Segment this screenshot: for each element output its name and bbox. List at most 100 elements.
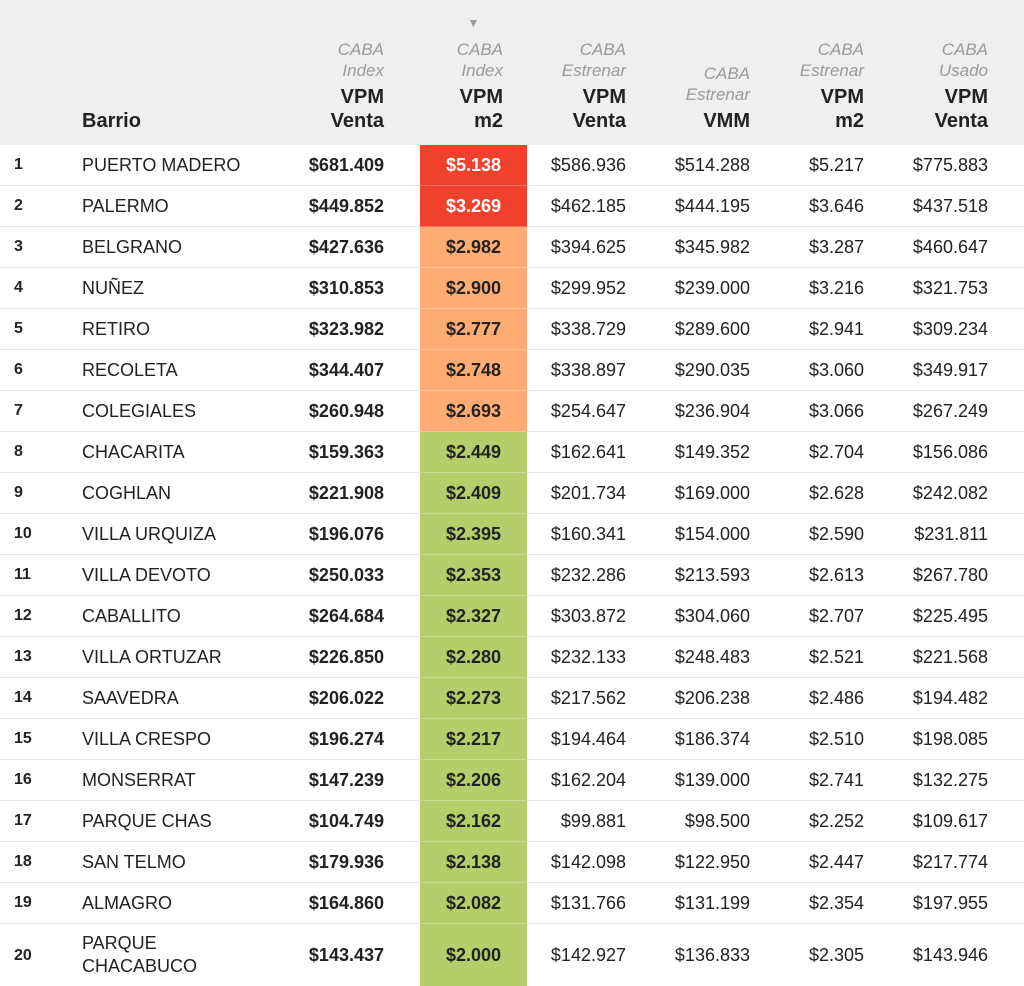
estrenar-vmm-cell: $289.600	[662, 309, 786, 350]
index-vpm-venta-cell: $164.860	[256, 883, 420, 924]
header-barrio[interactable]: Barrio	[70, 0, 256, 145]
header-sub-line1: CABA	[527, 39, 626, 60]
header-estrenar-vpm-m2[interactable]: CABA Estrenar VPM m2	[786, 0, 900, 145]
index-vpm-m2-cell: $2.273	[420, 678, 527, 719]
estrenar-vmm-cell: $345.982	[662, 227, 786, 268]
index-vpm-venta-cell: $427.636	[256, 227, 420, 268]
barrio-cell: ALMAGRO	[70, 883, 256, 924]
header-main-line2: Venta	[900, 109, 988, 133]
header-rank	[0, 0, 70, 145]
index-vpm-m2-cell: $2.206	[420, 760, 527, 801]
index-vpm-m2-cell: $2.162	[420, 801, 527, 842]
estrenar-vmm-cell: $239.000	[662, 268, 786, 309]
header-estrenar-vmm[interactable]: CABA Estrenar VMM	[662, 0, 786, 145]
rank-cell: 5	[0, 309, 70, 350]
barrio-cell: COGHLAN	[70, 473, 256, 514]
header-index-vpm-venta[interactable]: CABA Index VPM Venta	[256, 0, 420, 145]
table-header: Barrio CABA Index VPM Venta ▼ CABA Index…	[0, 0, 1024, 145]
header-main-line1: VPM	[256, 85, 384, 109]
index-vpm-venta-cell: $250.033	[256, 555, 420, 596]
estrenar-vpm-venta-cell: $254.647	[527, 391, 662, 432]
header-index-vpm-m2[interactable]: ▼ CABA Index VPM m2	[420, 0, 527, 145]
index-vpm-m2-cell: $2.280	[420, 637, 527, 678]
header-usado-vpm-venta[interactable]: CABA Usado VPM Venta	[900, 0, 1024, 145]
estrenar-vpm-m2-cell: $3.287	[786, 227, 900, 268]
estrenar-vmm-cell: $122.950	[662, 842, 786, 883]
usado-vpm-venta-cell: $132.275	[900, 760, 1024, 801]
header-main-line1: VPM	[527, 85, 626, 109]
estrenar-vpm-venta-cell: $299.952	[527, 268, 662, 309]
estrenar-vmm-cell: $186.374	[662, 719, 786, 760]
estrenar-vpm-venta-cell: $303.872	[527, 596, 662, 637]
rank-cell: 18	[0, 842, 70, 883]
header-main-line1: VPM	[900, 85, 988, 109]
estrenar-vmm-cell: $514.288	[662, 145, 786, 186]
index-vpm-m2-cell: $2.900	[420, 268, 527, 309]
index-vpm-venta-cell: $264.684	[256, 596, 420, 637]
estrenar-vpm-m2-cell: $2.521	[786, 637, 900, 678]
index-vpm-venta-cell: $449.852	[256, 186, 420, 227]
barrio-cell: SAN TELMO	[70, 842, 256, 883]
estrenar-vpm-m2-cell: $2.704	[786, 432, 900, 473]
estrenar-vpm-m2-cell: $2.447	[786, 842, 900, 883]
estrenar-vmm-cell: $290.035	[662, 350, 786, 391]
index-vpm-venta-cell: $147.239	[256, 760, 420, 801]
barrio-cell: RECOLETA	[70, 350, 256, 391]
rank-cell: 1	[0, 145, 70, 186]
estrenar-vpm-venta-cell: $394.625	[527, 227, 662, 268]
rank-cell: 6	[0, 350, 70, 391]
rank-cell: 10	[0, 514, 70, 555]
estrenar-vpm-venta-cell: $162.641	[527, 432, 662, 473]
rank-cell: 20	[0, 924, 70, 986]
index-vpm-venta-cell: $206.022	[256, 678, 420, 719]
usado-vpm-venta-cell: $198.085	[900, 719, 1024, 760]
index-vpm-m2-cell: $2.138	[420, 842, 527, 883]
header-estrenar-vpm-venta[interactable]: CABA Estrenar VPM Venta	[527, 0, 662, 145]
barrio-cell: PARQUE CHACABUCO	[70, 924, 256, 986]
estrenar-vpm-venta-cell: $338.897	[527, 350, 662, 391]
header-main-line2: Venta	[527, 109, 626, 133]
barrio-cell: PUERTO MADERO	[70, 145, 256, 186]
estrenar-vpm-venta-cell: $142.098	[527, 842, 662, 883]
estrenar-vpm-m2-cell: $5.217	[786, 145, 900, 186]
usado-vpm-venta-cell: $242.082	[900, 473, 1024, 514]
estrenar-vmm-cell: $206.238	[662, 678, 786, 719]
estrenar-vmm-cell: $444.195	[662, 186, 786, 227]
header-sub-line1: CABA	[256, 39, 384, 60]
header-sub-line2: Estrenar	[786, 60, 864, 81]
usado-vpm-venta-cell: $309.234	[900, 309, 1024, 350]
index-vpm-m2-cell: $2.000	[420, 924, 527, 986]
header-main-line1: VPM	[420, 85, 503, 109]
rank-cell: 16	[0, 760, 70, 801]
sort-down-arrow-icon: ▼	[420, 16, 527, 30]
usado-vpm-venta-cell: $267.780	[900, 555, 1024, 596]
estrenar-vmm-cell: $248.483	[662, 637, 786, 678]
barrio-cell: CABALLITO	[70, 596, 256, 637]
barrio-cell: BELGRANO	[70, 227, 256, 268]
rank-cell: 8	[0, 432, 70, 473]
usado-vpm-venta-cell: $437.518	[900, 186, 1024, 227]
index-vpm-m2-cell: $2.449	[420, 432, 527, 473]
estrenar-vmm-cell: $98.500	[662, 801, 786, 842]
estrenar-vpm-m2-cell: $2.941	[786, 309, 900, 350]
